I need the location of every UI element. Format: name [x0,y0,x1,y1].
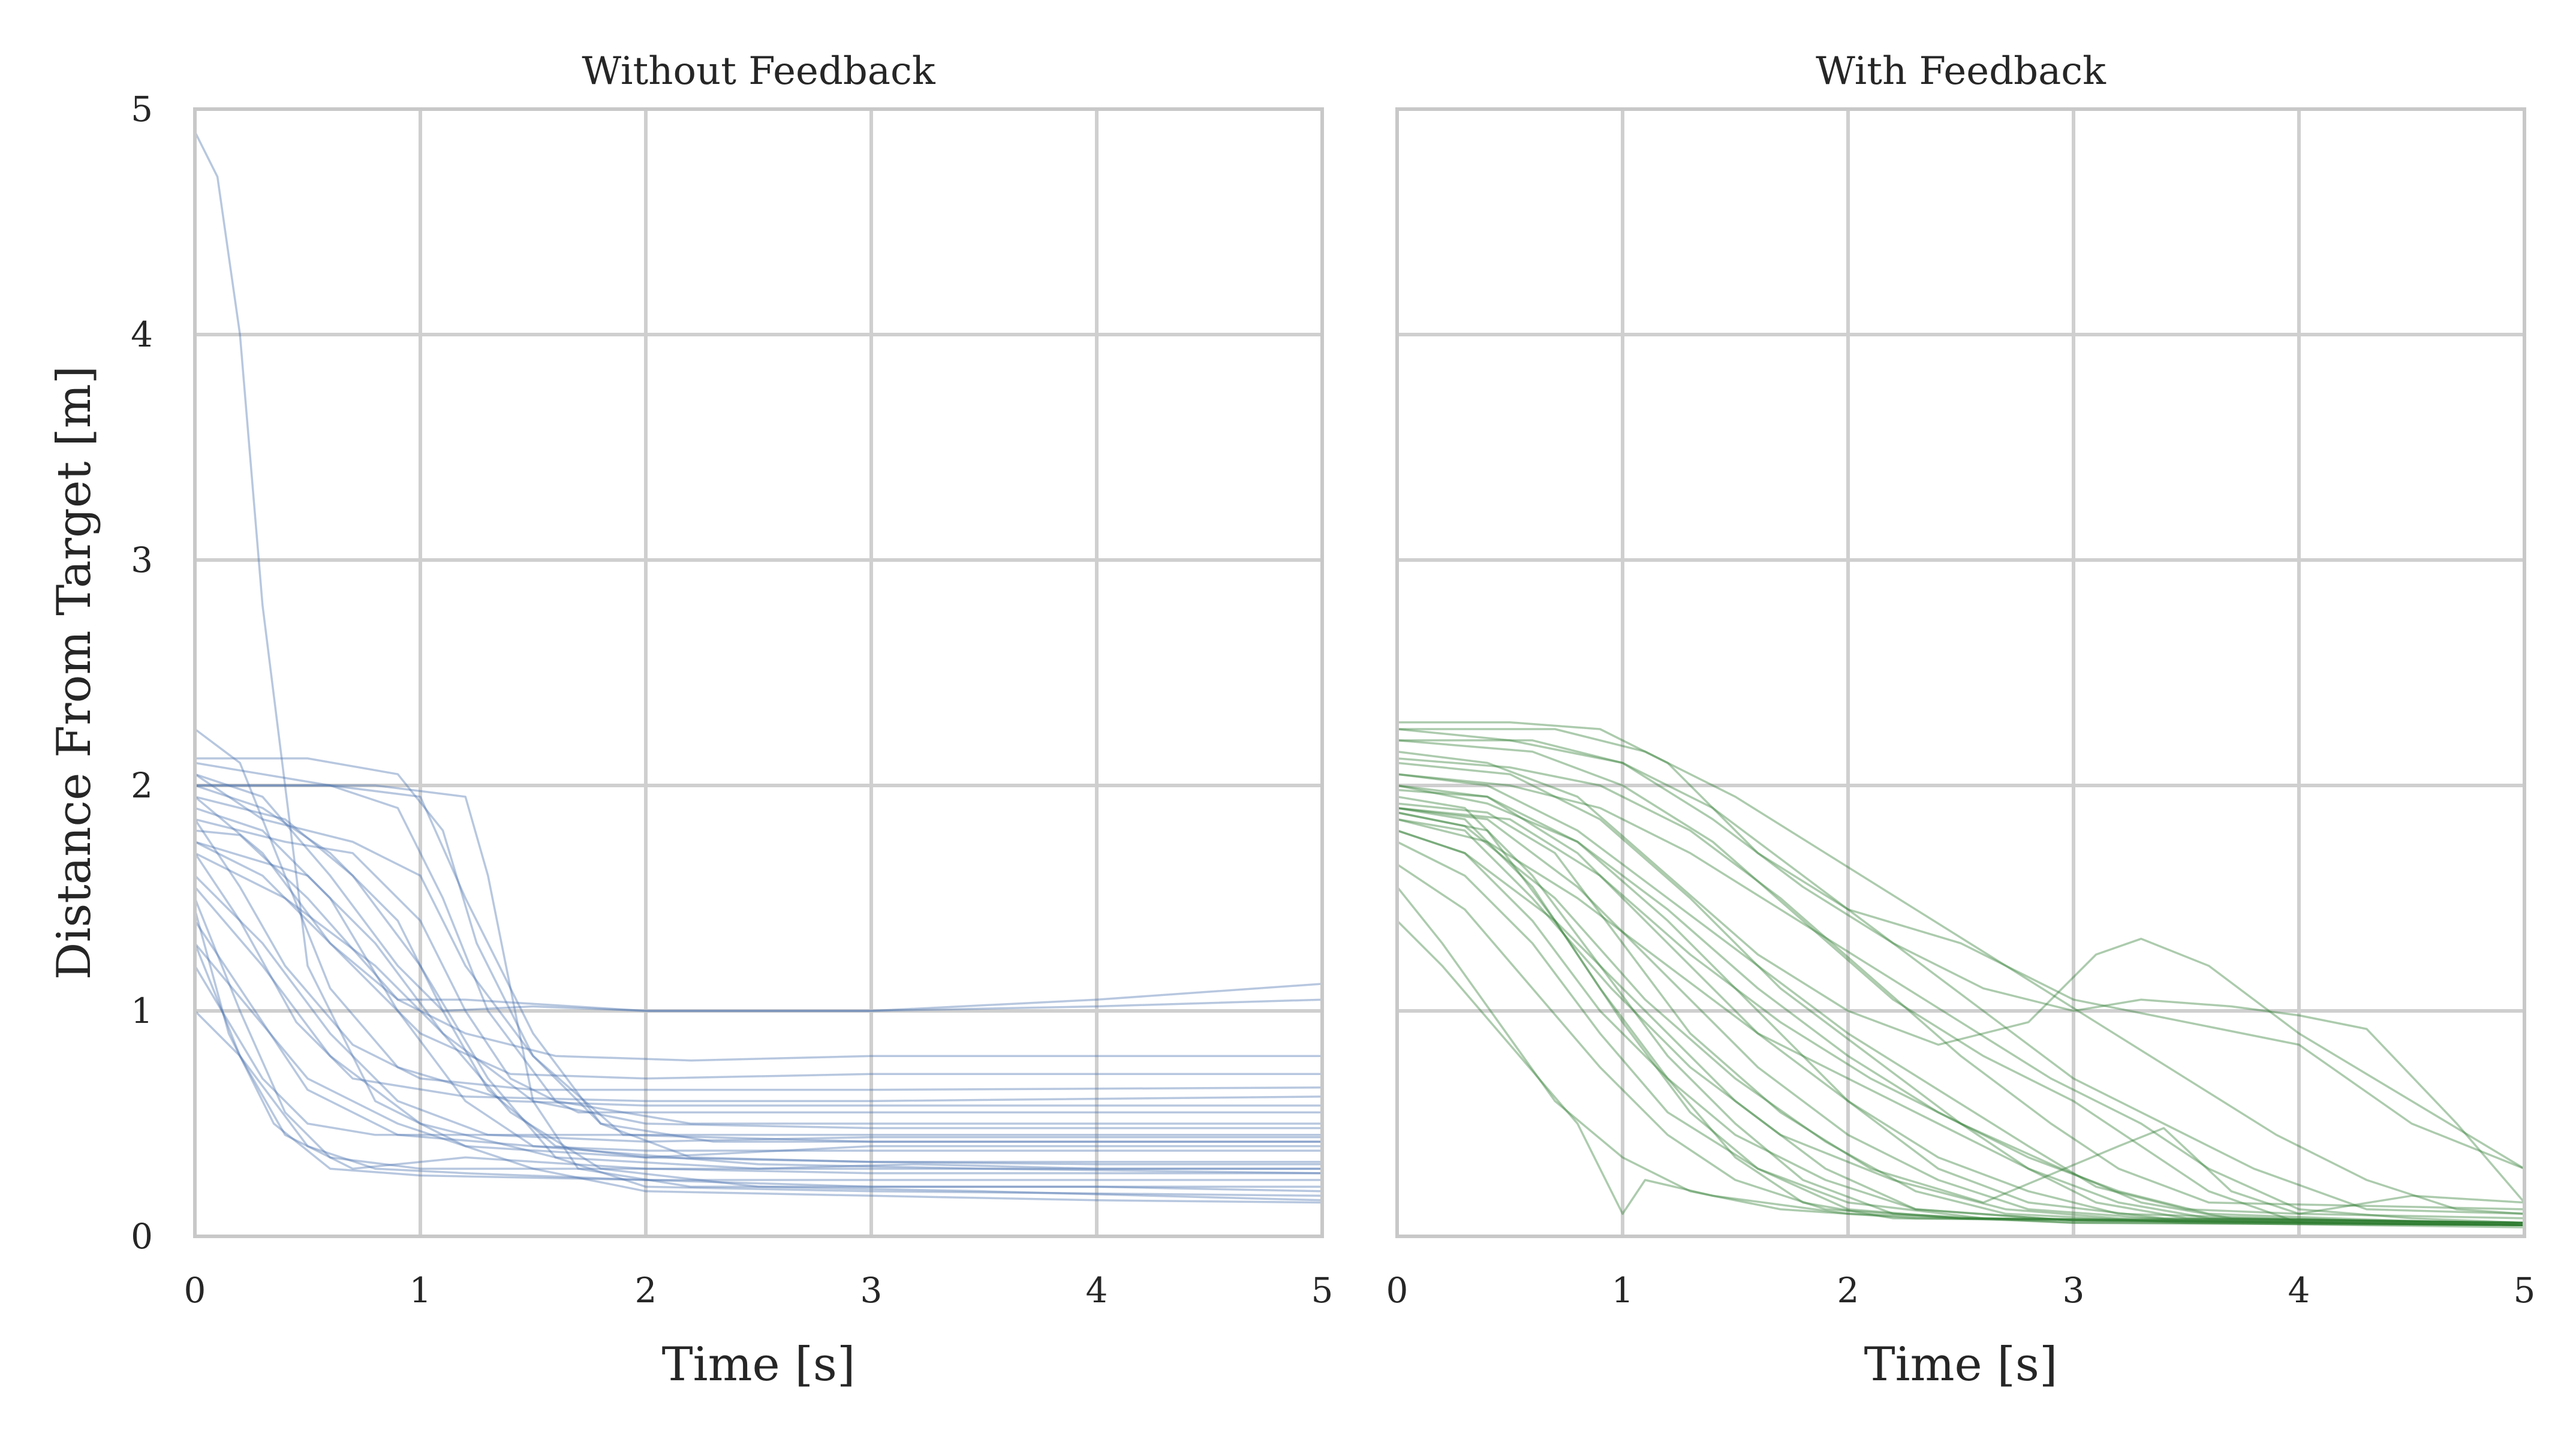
trajectory-line-7 [194,796,1323,1012]
y-tick-label: 1 [131,991,153,1031]
grid-lines [193,107,1324,1238]
y-tick-label: 3 [131,540,153,580]
trajectory-line-9 [194,841,1323,1080]
panel-title: With Feedback [1816,49,2106,94]
trajectory-line-22 [194,919,1323,1175]
x-tick-labels: 0 1 2 3 4 5 [1386,1270,2536,1311]
x-tick-label: 4 [1086,1270,1108,1311]
trajectory-line-4 [194,757,1323,1143]
panel-with-feedback: With Feedback 0 1 2 3 4 5 Time [s] [1386,49,2536,1392]
trajectory-line-13 [1396,886,2526,1224]
trajectory-line-17 [194,818,1323,1113]
x-tick-label: 1 [410,1270,432,1311]
trajectory-line-18 [1396,811,2526,1229]
trajectory-line-15 [194,1010,1323,1193]
trajectory-line-12 [194,908,1323,1181]
trajectory-lines [1396,721,2526,1229]
x-tick-label: 2 [635,1270,657,1311]
trajectory-lines [194,130,1323,1204]
trajectory-line-8 [194,829,1323,1062]
trajectory-line-27 [194,784,1323,1163]
trajectory-line-4 [1396,750,2526,1170]
trajectory-line-28 [194,852,1323,1130]
trajectory-line-16 [1396,784,2526,1226]
trajectory-line-21 [1396,802,2526,1220]
plot-frame [1395,107,2526,1238]
panel-title: Without Feedback [582,49,935,94]
trajectory-line-15 [1396,773,2526,1224]
trajectory-line-14 [1396,919,2526,1226]
trajectory-line-16 [194,806,1323,1152]
trajectory-line-3 [194,761,1323,1125]
trajectory-line-11 [194,897,1323,1170]
x-tick-labels: 0 1 2 3 4 5 [184,1270,1334,1311]
y-tick-label: 2 [131,765,153,806]
y-axis-label: Distance From Target [m] [47,366,101,980]
x-axis-label: Time [s] [662,1338,856,1392]
y-tick-label: 4 [131,314,153,355]
y-tick-label: 0 [131,1216,153,1257]
trajectory-line-24 [1396,829,2526,1226]
trajectory-line-25 [1396,773,2526,1215]
x-tick-label: 2 [1837,1270,1859,1311]
trajectory-line-24 [194,773,1323,1143]
trajectory-line-14 [194,965,1323,1136]
trajectory-line-22 [1396,818,2526,1224]
trajectory-line-13 [194,942,1323,1175]
trajectory-line-20 [1396,757,2526,1211]
x-tick-label: 0 [1386,1270,1409,1311]
y-tick-labels: 0 1 2 3 4 5 [131,89,153,1257]
trajectory-line-1 [194,130,1323,1166]
trajectory-line-28 [1396,788,2526,1224]
x-tick-label: 5 [2514,1270,2536,1311]
trajectory-line-27 [1396,728,2526,1215]
trajectory-line-5 [1396,761,2526,1224]
trajectory-line-23 [194,818,1323,1091]
trajectory-line-9 [1396,811,2526,1226]
trajectory-line-21 [194,841,1323,1202]
trajectory-line-3 [1396,739,2526,1226]
x-tick-label: 5 [1311,1270,1334,1311]
trajectory-line-20 [194,874,1323,1143]
trajectory-line-19 [1396,739,2526,1215]
trajectory-line-19 [194,784,1323,1159]
plot-frame [193,107,1324,1238]
y-tick-label: 5 [131,89,153,130]
trajectory-line-10 [1396,818,2526,1224]
trajectory-line-1 [1396,721,2526,1170]
trajectory-line-6 [194,773,1323,1012]
x-tick-label: 3 [860,1270,883,1311]
x-tick-label: 1 [1612,1270,1634,1311]
trajectory-line-10 [194,852,1323,1103]
x-tick-label: 3 [2063,1270,2085,1311]
trajectory-line-8 [1396,806,2526,1226]
trajectory-line-18 [194,796,1323,1197]
trajectory-line-26 [1396,863,2526,1226]
trajectory-line-5 [194,784,1323,1188]
trajectory-line-26 [194,942,1323,1204]
x-tick-label: 0 [184,1270,206,1311]
x-tick-label: 4 [2288,1270,2310,1311]
trajectory-line-17 [1396,806,2526,1226]
trajectory-line-25 [194,886,1323,1170]
trajectory-line-2 [194,728,1323,1107]
trajectory-line-6 [1396,784,2526,1226]
trajectory-line-12 [1396,841,2526,1224]
x-axis-label: Time [s] [1864,1338,2058,1392]
trajectory-line-2 [1396,728,2526,1204]
trajectory-line-11 [1396,829,2526,1226]
trajectory-line-7 [1396,796,2526,1226]
trajectory-line-23 [1396,806,2526,1224]
